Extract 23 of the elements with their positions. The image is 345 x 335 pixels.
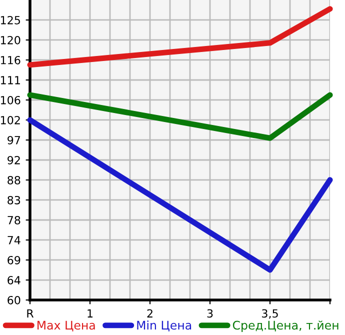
y-tick-label: 74 [8, 236, 20, 244]
y-tick-label: 83 [8, 196, 20, 204]
y-tick-label: 60 [8, 296, 20, 304]
y-tick-label: 106 [0, 96, 20, 104]
y-tick-label: 97 [8, 136, 20, 144]
y-tick-label: 64 [8, 276, 20, 284]
y-tick-label: 116 [0, 56, 20, 64]
y-tick-label: 92 [8, 156, 20, 164]
legend-label: Сред.Цена, т.йен [232, 320, 338, 332]
y-tick-label: 125 [0, 16, 20, 24]
legend-label: Max Цена [38, 320, 95, 332]
y-tick-label: 78 [8, 216, 20, 224]
x-tick-label: 3,5 [262, 309, 278, 319]
x-tick-label: 2 [147, 309, 152, 318]
y-tick-label: 120 [0, 36, 20, 44]
y-tick-label: 88 [8, 176, 20, 184]
y-tick-label: 69 [8, 256, 20, 264]
legend-label: Min Цена [137, 320, 192, 332]
x-tick-label: 3 [207, 309, 213, 318]
x-tick-label: 1 [88, 309, 93, 318]
y-tick-label: 111 [0, 76, 20, 84]
x-tick-label: R [27, 309, 34, 318]
y-tick-label: 102 [0, 116, 20, 124]
